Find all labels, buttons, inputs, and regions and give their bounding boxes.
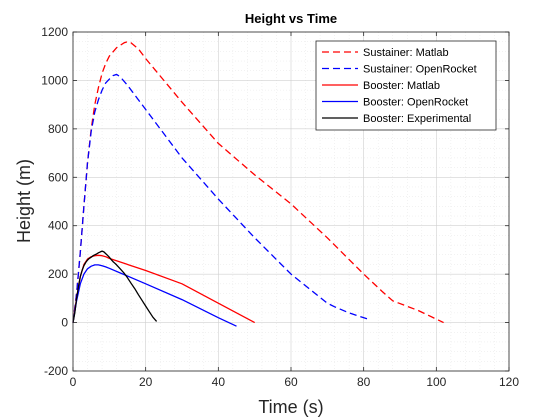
y-tick-label: 1200 (41, 25, 68, 39)
y-tick-label: -200 (44, 364, 68, 378)
series-line-4 (72, 250, 158, 323)
y-tick-label: 0 (61, 316, 68, 330)
series-layer (72, 41, 444, 327)
y-axis-label: Height (m) (14, 159, 34, 243)
x-axis-label: Time (s) (258, 397, 323, 417)
legend: Sustainer: Matlab Sustainer: OpenRocket Bo… (315, 40, 497, 131)
series-line-3 (72, 264, 237, 327)
y-tick-label: 200 (48, 267, 68, 281)
legend-label-2: Booster: Matlab (363, 80, 440, 92)
x-tick-label: 40 (212, 375, 226, 389)
legend-label-0: Sustainer: Matlab (363, 47, 449, 59)
x-tick-label: 100 (426, 375, 446, 389)
y-tick-label: 400 (48, 219, 68, 233)
y-tick-label: 1000 (41, 73, 68, 87)
x-tick-label: 0 (70, 375, 77, 389)
y-axis-ticks: -200 0 200 400 600 800 1000 1200 (41, 25, 509, 378)
y-tick-label: 800 (48, 122, 68, 136)
x-tick-label: 80 (357, 375, 371, 389)
legend-label-4: Booster: Experimental (363, 113, 471, 125)
x-tick-label: 60 (284, 375, 298, 389)
legend-label-1: Sustainer: OpenRocket (363, 64, 477, 76)
x-tick-label: 120 (499, 375, 519, 389)
legend-label-3: Booster: OpenRocket (363, 97, 468, 109)
x-axis-ticks: 0 20 40 60 80 100 120 (70, 32, 519, 389)
y-tick-label: 600 (48, 170, 68, 184)
x-tick-label: 20 (139, 375, 153, 389)
series-line-1 (72, 73, 368, 323)
chart-title: Height vs Time (245, 11, 337, 26)
